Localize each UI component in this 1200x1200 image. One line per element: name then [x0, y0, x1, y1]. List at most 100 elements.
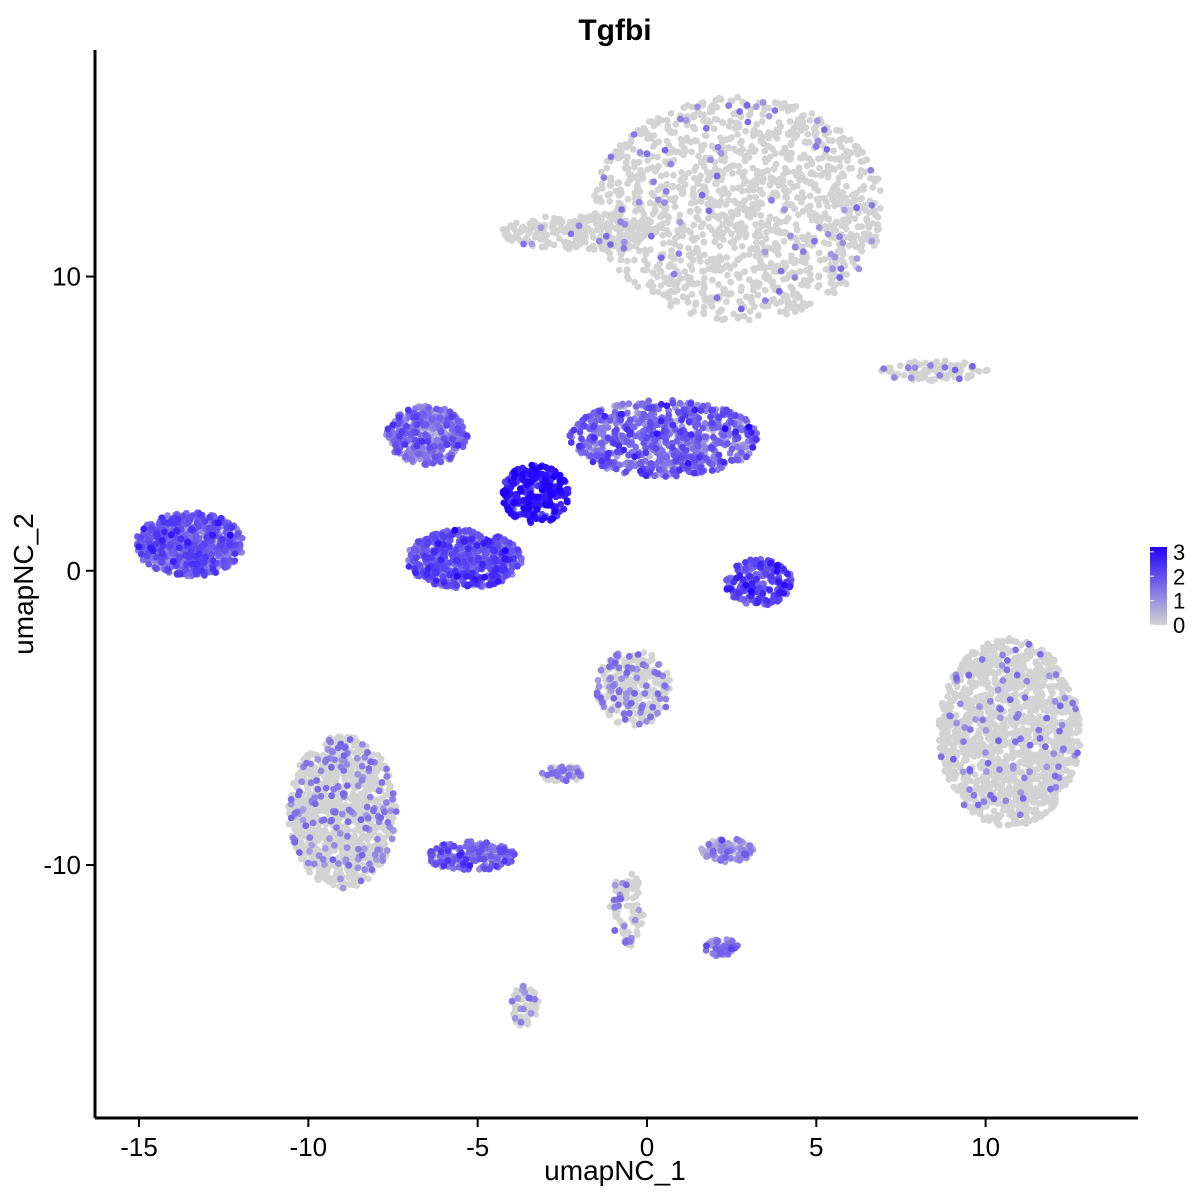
cell-point	[518, 225, 526, 232]
cell-point	[775, 119, 783, 126]
cell-point	[322, 845, 329, 852]
cell-point	[793, 226, 801, 234]
cell-point	[798, 198, 805, 206]
cell-point	[323, 778, 331, 786]
cell-point	[997, 714, 1004, 721]
cell-point	[778, 181, 786, 189]
cell-point	[383, 847, 391, 854]
cell-point	[829, 286, 837, 294]
cell-point	[690, 308, 698, 315]
cell-point	[849, 191, 856, 199]
cell-point	[670, 288, 678, 296]
cell-point	[705, 174, 713, 182]
cell-point	[753, 120, 760, 128]
cell-point	[845, 165, 853, 172]
cell-point	[667, 160, 675, 168]
cell-point	[620, 238, 628, 246]
cell-point	[711, 165, 719, 172]
cell-point	[704, 200, 711, 208]
cell-point	[668, 252, 675, 259]
cell-point	[974, 751, 982, 759]
cell-point	[738, 243, 746, 250]
cell-point	[615, 199, 623, 207]
cell-point	[851, 215, 859, 223]
cell-point	[973, 694, 980, 701]
cell-point	[752, 193, 760, 201]
cell-point	[683, 274, 690, 282]
cell-point	[364, 833, 372, 840]
cell-point	[749, 281, 757, 289]
cell-point	[611, 881, 619, 889]
cell-point	[781, 102, 789, 110]
cell-point	[582, 233, 589, 240]
cell-point	[984, 366, 991, 374]
cell-point	[825, 240, 833, 248]
cell-point	[785, 272, 793, 279]
cell-point	[838, 256, 845, 264]
cell-point	[690, 193, 697, 201]
cell-point	[784, 149, 791, 157]
cell-point	[869, 175, 877, 183]
cell-point	[757, 186, 764, 194]
cell-point	[367, 777, 375, 784]
cell-point	[838, 189, 845, 197]
cell-point	[614, 187, 621, 195]
cell-point	[921, 369, 929, 377]
cell-point	[597, 666, 605, 674]
cell-point	[782, 217, 790, 225]
cell-point	[615, 266, 623, 274]
cell-point	[693, 205, 701, 213]
cell-point	[635, 247, 643, 255]
cell-point	[1060, 678, 1067, 686]
cell-point	[797, 257, 805, 265]
cell-point	[857, 167, 865, 174]
cell-point	[627, 138, 635, 146]
cell-point	[868, 237, 876, 245]
cell-point	[796, 294, 803, 301]
cell-point	[815, 195, 823, 203]
cell-point	[728, 230, 735, 238]
cell-point	[747, 295, 755, 303]
cell-point	[711, 258, 719, 266]
cell-point	[716, 201, 723, 209]
cell-point	[944, 700, 952, 708]
cell-point	[354, 770, 362, 778]
cell-point	[344, 874, 352, 881]
cell-point	[841, 206, 848, 214]
cell-point	[936, 744, 944, 752]
cell-point	[861, 236, 869, 243]
cell-point	[716, 242, 724, 250]
cell-point	[725, 197, 732, 204]
cell-point	[623, 143, 630, 151]
cell-point	[991, 675, 999, 683]
cell-point	[957, 700, 964, 708]
cell-point	[537, 235, 545, 243]
cell-point	[629, 894, 637, 902]
cell-point	[761, 302, 768, 310]
cell-point	[519, 982, 527, 990]
cell-point	[649, 210, 657, 218]
cell-point	[832, 226, 840, 234]
cell-point	[783, 310, 791, 318]
cell-point	[700, 117, 707, 125]
cell-point	[300, 829, 308, 836]
cell-point	[800, 281, 808, 288]
cell-point	[832, 192, 840, 200]
cell-point	[335, 869, 343, 876]
cell-point	[962, 658, 970, 665]
cell-point	[668, 247, 675, 255]
cell-point	[711, 212, 719, 220]
cell-point	[705, 215, 712, 222]
cell-point	[1005, 635, 1013, 643]
cell-point	[673, 298, 681, 305]
cell-point	[1072, 760, 1080, 767]
cell-point	[851, 239, 859, 247]
cell-point	[783, 305, 791, 313]
cell-point	[783, 194, 791, 201]
cell-point	[674, 227, 681, 235]
cell-point	[650, 122, 658, 130]
cell-point	[529, 218, 537, 226]
cell-point	[806, 264, 814, 272]
cell-point	[769, 175, 777, 183]
cell-point	[663, 219, 671, 227]
